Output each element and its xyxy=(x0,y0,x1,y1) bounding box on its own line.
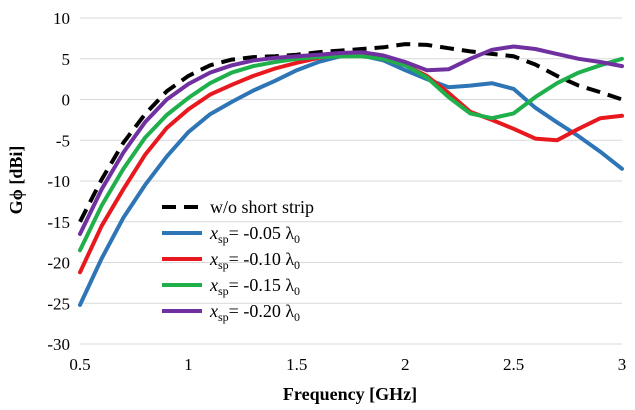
y-tick-label: 0 xyxy=(62,91,71,110)
y-tick-labels: -30 -25 -20 -15 -10 -5 0 5 10 xyxy=(47,9,70,354)
x-tick-label: 2 xyxy=(401,355,410,374)
series-line xyxy=(78,42,623,223)
legend-entry: xsp= -0.10 λ0 xyxy=(209,249,300,272)
x-tick-labels: 0.5 1 1.5 2 2.5 3 xyxy=(69,355,626,374)
grid-lines xyxy=(80,17,622,345)
x-tick-label: 3 xyxy=(618,355,627,374)
x-tick-label: 1 xyxy=(184,355,193,374)
legend-entry: xsp= -0.05 λ0 xyxy=(209,223,300,246)
x-tick-label: 0.5 xyxy=(69,355,90,374)
x-tick-label: 2.5 xyxy=(503,355,524,374)
y-tick-label: -25 xyxy=(47,294,70,313)
series-line xyxy=(78,54,624,253)
y-axis-label: Gϕ [dBi] xyxy=(6,146,26,215)
y-tick-label: -10 xyxy=(47,172,70,191)
legend-entry: w/o short strip xyxy=(210,197,314,217)
y-tick-label: -5 xyxy=(56,131,70,150)
y-tick-label: 10 xyxy=(53,9,70,28)
legend: w/o short strip xsp= -0.05 λ0 xsp= -0.10 λ… xyxy=(162,197,314,324)
x-tick-label: 1.5 xyxy=(286,355,307,374)
series-line xyxy=(78,44,624,236)
series-lines xyxy=(78,42,624,307)
y-tick-label: -30 xyxy=(47,335,70,354)
y-tick-label: -20 xyxy=(47,254,70,273)
legend-entry: xsp= -0.20 λ0 xyxy=(209,301,300,324)
x-axis-label: Frequency [GHz] xyxy=(283,384,417,404)
y-tick-label: 5 xyxy=(62,50,71,69)
legend-entry: xsp= -0.15 λ0 xyxy=(209,275,300,298)
y-tick-label: -15 xyxy=(47,213,70,232)
